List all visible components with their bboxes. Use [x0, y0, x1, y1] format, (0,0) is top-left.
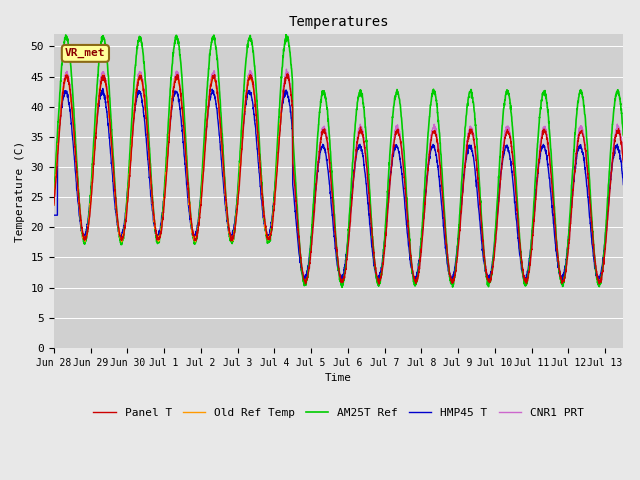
Old Ref Temp: [127, 158, 134, 164]
HMP45 T: [547, 192, 555, 198]
CNR1 PRT: [547, 171, 555, 177]
Line: Old Ref Temp: Old Ref Temp: [54, 74, 282, 242]
Panel T: [293, 213, 301, 219]
CNR1 PRT: [148, 197, 156, 203]
Panel T: [115, 226, 123, 231]
X-axis label: Time: Time: [325, 373, 352, 383]
CNR1 PRT: [115, 226, 123, 232]
Title: Temperatures: Temperatures: [289, 15, 389, 29]
Text: VR_met: VR_met: [65, 48, 106, 59]
HMP45 T: [293, 229, 301, 235]
Line: AM25T Ref: AM25T Ref: [54, 35, 623, 288]
HMP45 T: [149, 209, 157, 215]
HMP45 T: [609, 159, 616, 165]
CNR1 PRT: [620, 157, 627, 163]
Old Ref Temp: [80, 235, 88, 241]
Old Ref Temp: [50, 203, 58, 208]
Panel T: [148, 200, 156, 205]
Panel T: [620, 159, 627, 165]
Panel T: [547, 172, 555, 178]
AM25T Ref: [609, 121, 616, 127]
Old Ref Temp: [118, 239, 125, 245]
CNR1 PRT: [302, 280, 310, 286]
AM25T Ref: [282, 32, 290, 37]
HMP45 T: [99, 85, 107, 91]
Old Ref Temp: [88, 180, 96, 185]
Old Ref Temp: [278, 105, 285, 111]
HMP45 T: [620, 182, 627, 188]
Old Ref Temp: [175, 81, 182, 86]
AM25T Ref: [293, 202, 301, 207]
AM25T Ref: [148, 196, 156, 202]
AM25T Ref: [268, 218, 276, 224]
AM25T Ref: [115, 229, 123, 235]
Panel T: [50, 202, 58, 208]
CNR1 PRT: [609, 154, 616, 159]
Line: CNR1 PRT: CNR1 PRT: [54, 69, 623, 283]
AM25T Ref: [50, 193, 58, 199]
HMP45 T: [595, 278, 602, 284]
Panel T: [609, 156, 616, 162]
Y-axis label: Temperature (C): Temperature (C): [15, 141, 25, 242]
CNR1 PRT: [268, 219, 276, 225]
Line: Panel T: Panel T: [54, 74, 623, 284]
AM25T Ref: [620, 132, 627, 138]
Old Ref Temp: [149, 206, 157, 212]
HMP45 T: [50, 212, 58, 218]
Old Ref Temp: [170, 84, 178, 89]
Old Ref Temp: [136, 72, 144, 77]
HMP45 T: [269, 213, 276, 218]
AM25T Ref: [339, 285, 346, 290]
Panel T: [268, 224, 276, 230]
HMP45 T: [115, 229, 123, 235]
Panel T: [375, 281, 383, 287]
Legend: Panel T, Old Ref Temp, AM25T Ref, HMP45 T, CNR1 PRT: Panel T, Old Ref Temp, AM25T Ref, HMP45 …: [89, 404, 588, 422]
AM25T Ref: [547, 151, 555, 156]
CNR1 PRT: [283, 66, 291, 72]
CNR1 PRT: [50, 198, 58, 204]
Panel T: [284, 71, 291, 77]
Line: HMP45 T: HMP45 T: [54, 88, 623, 281]
CNR1 PRT: [293, 212, 301, 218]
